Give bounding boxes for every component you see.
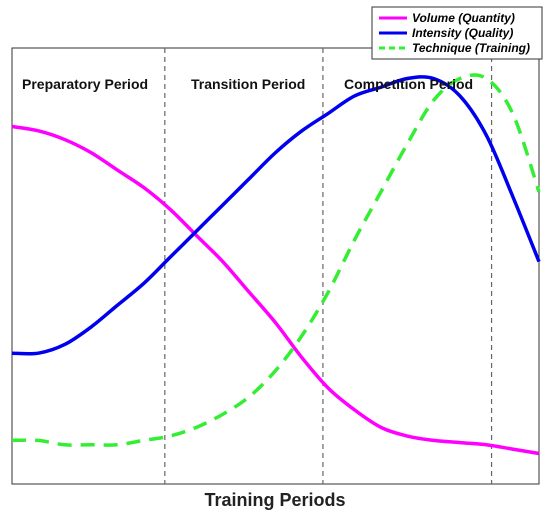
legend-entry-volume: Volume (Quantity)	[379, 11, 515, 25]
period-labels: Preparatory Period Transition Period Com…	[22, 76, 473, 92]
period-boundaries	[164, 48, 493, 484]
technique-series-line	[11, 73, 541, 447]
x-axis-label: Training Periods	[204, 490, 345, 510]
legend-entries: Volume (Quantity)Intensity (Quality)Tech…	[379, 11, 530, 55]
period-label-competition: Competition Period	[344, 76, 473, 92]
legend-entry-intensity: Intensity (Quality)	[379, 26, 513, 40]
plot-area-frame	[11, 47, 540, 485]
period-label-transition: Transition Period	[191, 76, 305, 92]
legend-entry-technique: Technique (Training)	[379, 41, 530, 55]
intensity-series-line	[11, 75, 541, 356]
series-lines	[11, 73, 541, 456]
legend-label: Volume (Quantity)	[412, 11, 515, 25]
legend-label: Intensity (Quality)	[412, 26, 513, 40]
legend: Volume (Quantity)Intensity (Quality)Tech…	[371, 6, 543, 60]
legend-label: Technique (Training)	[412, 41, 530, 55]
volume-series-line	[11, 124, 540, 456]
period-label-preparatory: Preparatory Period	[22, 76, 148, 92]
